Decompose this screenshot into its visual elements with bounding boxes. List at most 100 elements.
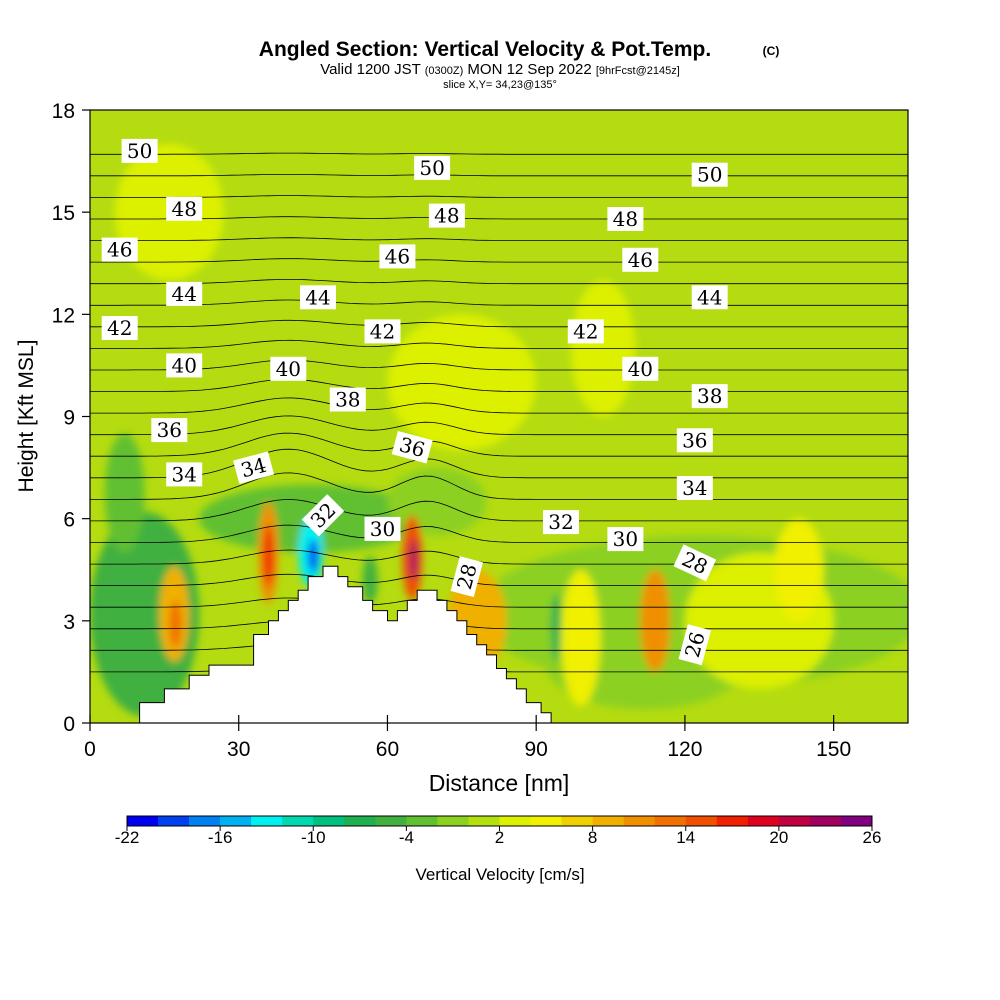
contour-label-box: [379, 244, 416, 269]
contour-label: 38: [691, 384, 728, 409]
pot-temp-contour: [90, 237, 908, 241]
x-tick-label: 90: [525, 738, 548, 761]
contour-label-text: 36: [157, 418, 182, 442]
colorbar-swatch: [747, 816, 780, 826]
pot-temp-contour: [90, 258, 908, 263]
contour-label-box: [450, 556, 484, 598]
contour-label-box: [121, 138, 158, 163]
contour-label-box: [691, 162, 728, 187]
pot-temp-contour: [90, 216, 908, 220]
contour-label-text: 50: [697, 163, 722, 187]
contour-label-box: [543, 510, 579, 535]
velocity-cell: [362, 556, 378, 604]
colorbar-swatch: [127, 816, 159, 826]
contour-label: 32: [543, 510, 579, 535]
pot-temp-contours: [90, 152, 908, 673]
y-tick-label: 6: [63, 509, 75, 532]
valid-utc: (0300Z): [425, 65, 464, 77]
contour-label: 30: [607, 527, 644, 552]
contour-label: 42: [101, 316, 138, 340]
pot-temp-contour: [90, 448, 908, 479]
contour-label: 44: [300, 285, 336, 310]
pot-temp-contour: [90, 339, 908, 349]
contour-label-text: 40: [628, 357, 653, 381]
velocity-cell: [104, 433, 145, 553]
colorbar-swatch: [809, 816, 842, 826]
colorbar-tick-label: -16: [208, 828, 233, 847]
pot-temp-contour: [90, 597, 908, 608]
colorbar-tick-label: -22: [115, 828, 140, 847]
contour-label-box: [301, 494, 345, 537]
velocity-cell: [409, 539, 418, 580]
pot-temp-contour: [90, 524, 908, 543]
contour-label: 46: [622, 247, 659, 272]
pot-temp-contour: [90, 643, 908, 651]
contour-label: 42: [364, 319, 401, 344]
contour-label-box: [166, 462, 203, 487]
contour-label-text: 40: [276, 357, 301, 381]
contour-label-box: [329, 387, 366, 412]
pot-temp-contour: [90, 279, 908, 285]
contour-label-text: 50: [419, 156, 444, 180]
contour-label-text: 32: [548, 510, 573, 534]
contour-label-box: [166, 281, 203, 306]
velocity-cell: [774, 518, 824, 621]
contour-label-text: 40: [171, 353, 196, 377]
contour-label: 40: [166, 353, 203, 378]
contour-label-box: [166, 353, 203, 378]
x-tick-label: 0: [84, 738, 96, 761]
colorbar-tick-label: 26: [863, 828, 882, 847]
colorbar-swatch: [375, 816, 407, 826]
contour-label-box: [622, 356, 659, 381]
colorbar-swatch: [468, 816, 500, 826]
contour-label-box: [300, 285, 336, 310]
contour-label-box: [676, 476, 713, 500]
contour-label-box: [364, 319, 401, 344]
chart-title: Angled Section: Vertical Velocity & Pot.…: [259, 38, 711, 61]
contour-label: 44: [166, 281, 203, 306]
colorbar-swatch: [716, 816, 749, 826]
contour-label-box: [567, 319, 604, 344]
pot-temp-contour: [90, 152, 908, 155]
x-axis-label: Distance [nm]: [429, 770, 570, 796]
pot-temp-contour: [90, 549, 908, 565]
contour-label-text: 38: [335, 388, 360, 412]
contour-label-text: 50: [127, 139, 152, 163]
contour-label: 40: [270, 356, 307, 381]
contour-label-text: 44: [171, 282, 196, 306]
pot-temp-contour: [90, 620, 908, 630]
contour-label-text: 48: [613, 207, 638, 231]
colorbar-swatch: [344, 816, 376, 826]
pot-temp-contour: [90, 472, 908, 500]
contour-label-text: 34: [682, 476, 707, 500]
contour-label: 46: [101, 237, 138, 262]
contour-label-box: [101, 237, 138, 262]
pot-temp-contour: [90, 499, 908, 522]
velocity-cell: [308, 539, 319, 574]
colorbar-tick-label: 8: [588, 828, 597, 847]
colorbar-swatch: [437, 816, 469, 826]
colorbar-label: Vertical Velocity [cm/s]: [415, 865, 584, 884]
pot-temp-contour: [90, 378, 908, 392]
velocity-cell: [90, 511, 200, 717]
contour-label: 30: [364, 516, 401, 541]
colorbar-swatch: [840, 816, 873, 826]
y-tick-label: 9: [63, 407, 75, 430]
x-tick-label: 60: [376, 738, 399, 761]
pot-temp-contour: [90, 432, 908, 457]
colorbar-tick-label: 20: [769, 828, 788, 847]
colorbar-swatch: [189, 816, 221, 826]
contour-label-box: [428, 203, 465, 228]
colorbar-swatch: [561, 816, 593, 826]
contour-label: 50: [121, 138, 158, 163]
colorbar-tick-label: 14: [676, 828, 695, 847]
y-tick-label: 3: [63, 611, 75, 634]
plot-area: 50 50 50 48 48 48 46 46 46 44 44 44 42 42 42 40 40 40 38 38…: [90, 110, 908, 723]
contour-label-box: [270, 356, 307, 381]
contour-label-box: [673, 544, 717, 582]
colorbar-swatch: [406, 816, 438, 826]
contour-label-text: 42: [370, 319, 395, 343]
colorbar-swatch: [778, 816, 811, 826]
contour-label-text: 48: [434, 204, 459, 228]
x-tick-label: 30: [227, 738, 250, 761]
